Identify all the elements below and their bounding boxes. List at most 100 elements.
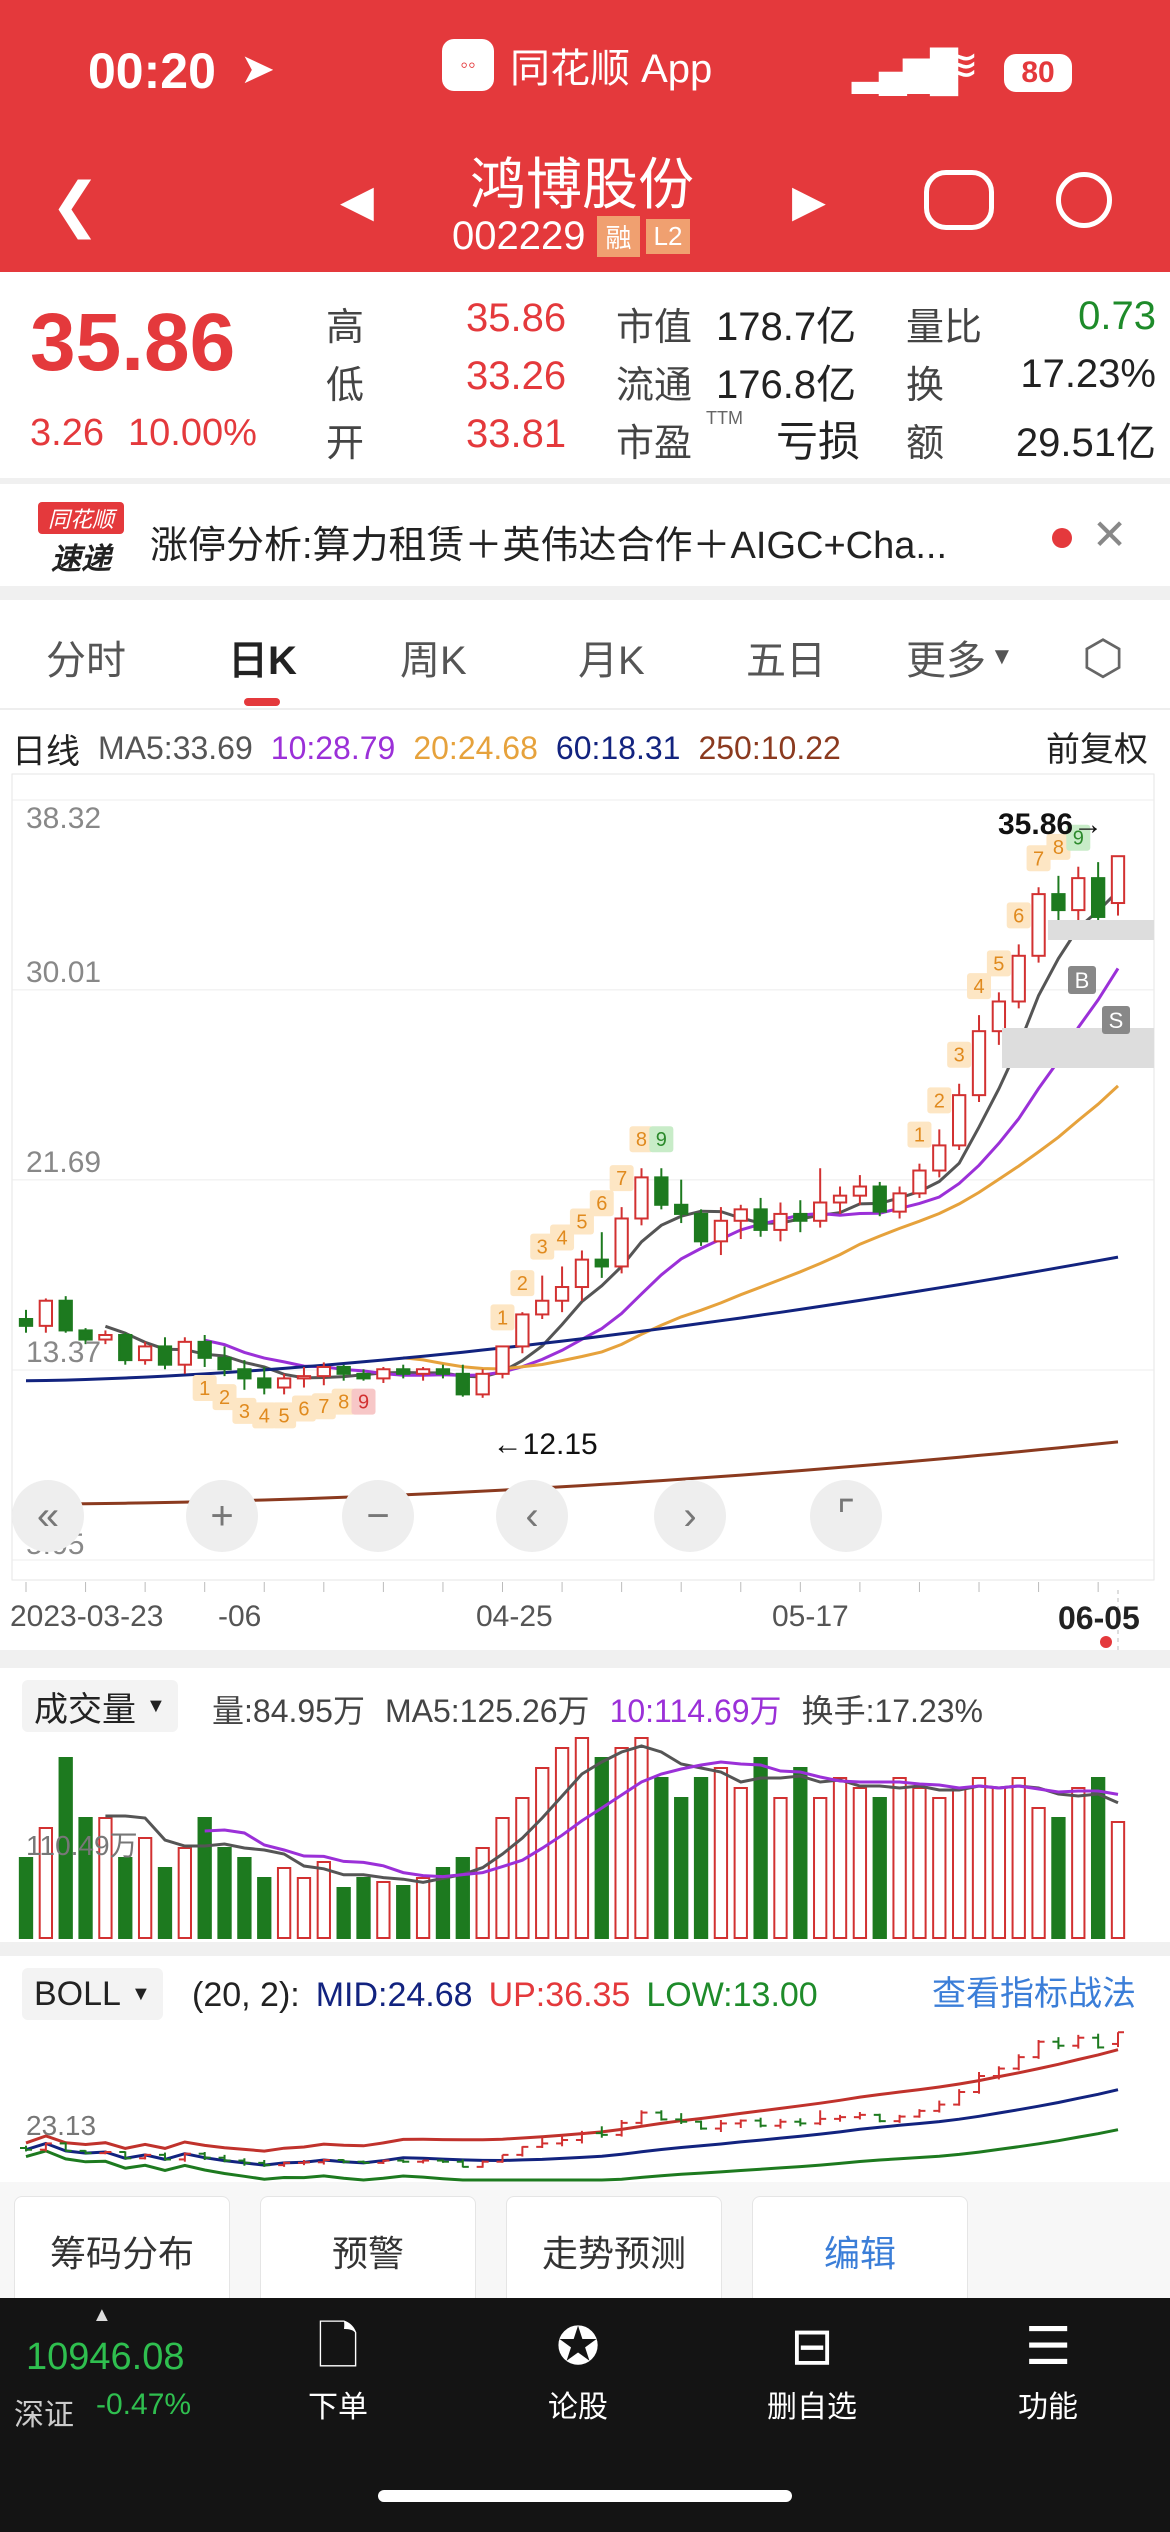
td-marker-label: 5 [993, 953, 1004, 975]
tab-five-day[interactable]: 五日 [746, 639, 826, 683]
nav-functions[interactable]: ☰ 功能 [968, 2312, 1128, 2426]
volume-bar [58, 1757, 73, 1939]
tab-weekly-k[interactable]: 周K [400, 639, 467, 683]
boll-indicator-select[interactable]: BOLL ▼ [22, 1968, 163, 2020]
edit-button[interactable]: 编辑 [752, 2196, 968, 2306]
scroll-right-button[interactable]: › [654, 1480, 726, 1552]
td-marker-box [510, 1270, 535, 1297]
volume-chart[interactable] [0, 1730, 1170, 1942]
candle-body [872, 1185, 887, 1213]
fast-rewind-button[interactable]: « [12, 1480, 84, 1552]
ma-legend: 日线 MA5:33.69 10:28.79 20:24.68 60:18.31 … [12, 724, 841, 773]
next-stock-icon[interactable]: ▶ [792, 177, 826, 226]
candle-body [952, 1094, 967, 1147]
divider [0, 1650, 1170, 1668]
boll-lines [20, 2031, 1124, 2182]
volume-bar [356, 1877, 371, 1939]
turnover-label: 换 [906, 365, 945, 407]
volume-bar [892, 1777, 907, 1939]
trend-forecast-button[interactable]: 走势预测 [506, 2196, 722, 2306]
volume-bars [18, 1737, 1126, 1939]
active-tab-indicator [244, 698, 280, 706]
boll-selector-label: BOLL [34, 1974, 121, 2013]
expand-up-icon[interactable]: ▲ [92, 2304, 112, 2326]
volume-value: 量:84.95万 [212, 1693, 365, 1729]
search-icon[interactable] [1056, 172, 1112, 228]
low-label: 低 [326, 365, 365, 407]
news-banner[interactable]: 同花顺 速递 涨停分析:算力租赁＋英伟达合作＋AIGC+Cha... ✕ [0, 486, 1170, 584]
vr-label: 量比 [906, 307, 983, 349]
close-icon[interactable]: ✕ [1092, 511, 1128, 558]
volume-ma-line [204, 1760, 1119, 1879]
low-marker: ←12.15 [493, 1428, 598, 1461]
app-badge[interactable]: ◦◦ 同花顺 App [442, 36, 712, 94]
td-marker-label: 7 [1033, 848, 1044, 870]
high-value: 35.86 [466, 296, 567, 340]
alert-button[interactable]: 预警 [260, 2196, 476, 2306]
chevron-down-icon: ▼ [990, 643, 1014, 670]
boll-up: UP:36.35 [488, 1976, 631, 2014]
home-indicator [378, 2490, 792, 2502]
ma5-value: MA5:33.69 [98, 730, 253, 766]
buy-badge [1068, 966, 1096, 994]
candle-body [1051, 893, 1066, 912]
nav-forum[interactable]: ✪ 论股 [498, 2312, 658, 2426]
candle-body [177, 1340, 192, 1366]
candle-body [614, 1217, 629, 1268]
back-icon[interactable]: ❮ [50, 171, 101, 238]
prev-stock-icon[interactable]: ◀ [340, 177, 374, 226]
volume-bar [991, 1787, 1007, 1939]
indicator-strategy-link[interactable]: 查看指标战法 [932, 1975, 1136, 2013]
tab-daily-k[interactable]: 日K [228, 639, 297, 683]
tab-monthly-k[interactable]: 月K [578, 639, 645, 683]
candle-body [932, 1144, 947, 1172]
boll-mid: MID:24.68 [315, 1976, 473, 2014]
volume-bar [217, 1847, 232, 1939]
chip-distribution-button[interactable]: 筹码分布 [14, 2196, 230, 2306]
candle-body [396, 1368, 411, 1375]
nav-remove-watchlist[interactable]: ⊟ 删自选 [732, 2312, 892, 2426]
volume-bar [634, 1737, 649, 1939]
nav-order[interactable]: 🗋 下单 [258, 2312, 418, 2426]
index-value[interactable]: 10946.08 [26, 2336, 185, 2378]
index-name: 深证 [14, 2399, 74, 2432]
boll-upper-line [25, 2048, 1119, 2153]
zoom-in-button[interactable]: + [186, 1480, 258, 1552]
td-marker-box [272, 1402, 297, 1429]
mcap-label: 市值 [616, 307, 693, 349]
volume-bar [296, 1877, 312, 1939]
app-logo-icon: ◦◦ [442, 39, 494, 91]
candle-body [18, 1318, 34, 1327]
scroll-left-button[interactable]: ‹ [496, 1480, 568, 1552]
settings-hexagon-icon[interactable]: ⬡ [1082, 632, 1124, 685]
boll-axis-label: 23.13 [26, 2110, 97, 2141]
td-marker-box [907, 1121, 932, 1148]
adjust-mode[interactable]: 前复权 [1046, 731, 1148, 769]
td-marker-label: 7 [318, 1396, 329, 1418]
candle-body [38, 1299, 54, 1327]
volume-ma-lines [105, 1744, 1119, 1884]
boll-chart[interactable] [0, 2010, 1170, 2190]
margin-tag: 融 [597, 216, 640, 257]
ma60-value: 60:18.31 [555, 730, 681, 766]
fullscreen-button[interactable]: ⌜ [810, 1480, 882, 1552]
volume-bar [197, 1817, 212, 1939]
volume-bar [773, 1797, 788, 1939]
td-marker-box [649, 1126, 674, 1153]
candle-body [912, 1169, 927, 1195]
td-marker-label: 2 [934, 1090, 945, 1112]
tab-timeshare[interactable]: 分时 [46, 639, 126, 683]
volume-bar [1031, 1807, 1046, 1939]
zoom-out-button[interactable]: − [342, 1480, 414, 1552]
td-marker-box [629, 1126, 654, 1153]
volume-legend: 量:84.95万 MA5:125.26万 10:114.69万 换手:17.23… [212, 1686, 983, 1732]
price-change: 3.26 [30, 412, 104, 454]
volume-indicator-select[interactable]: 成交量 ▼ [22, 1680, 178, 1732]
candle-body [455, 1372, 470, 1396]
robot-icon[interactable] [924, 170, 994, 230]
tab-more[interactable]: 更多 ▼ [906, 628, 1014, 686]
news-brand-bottom: 速递 [51, 543, 111, 576]
